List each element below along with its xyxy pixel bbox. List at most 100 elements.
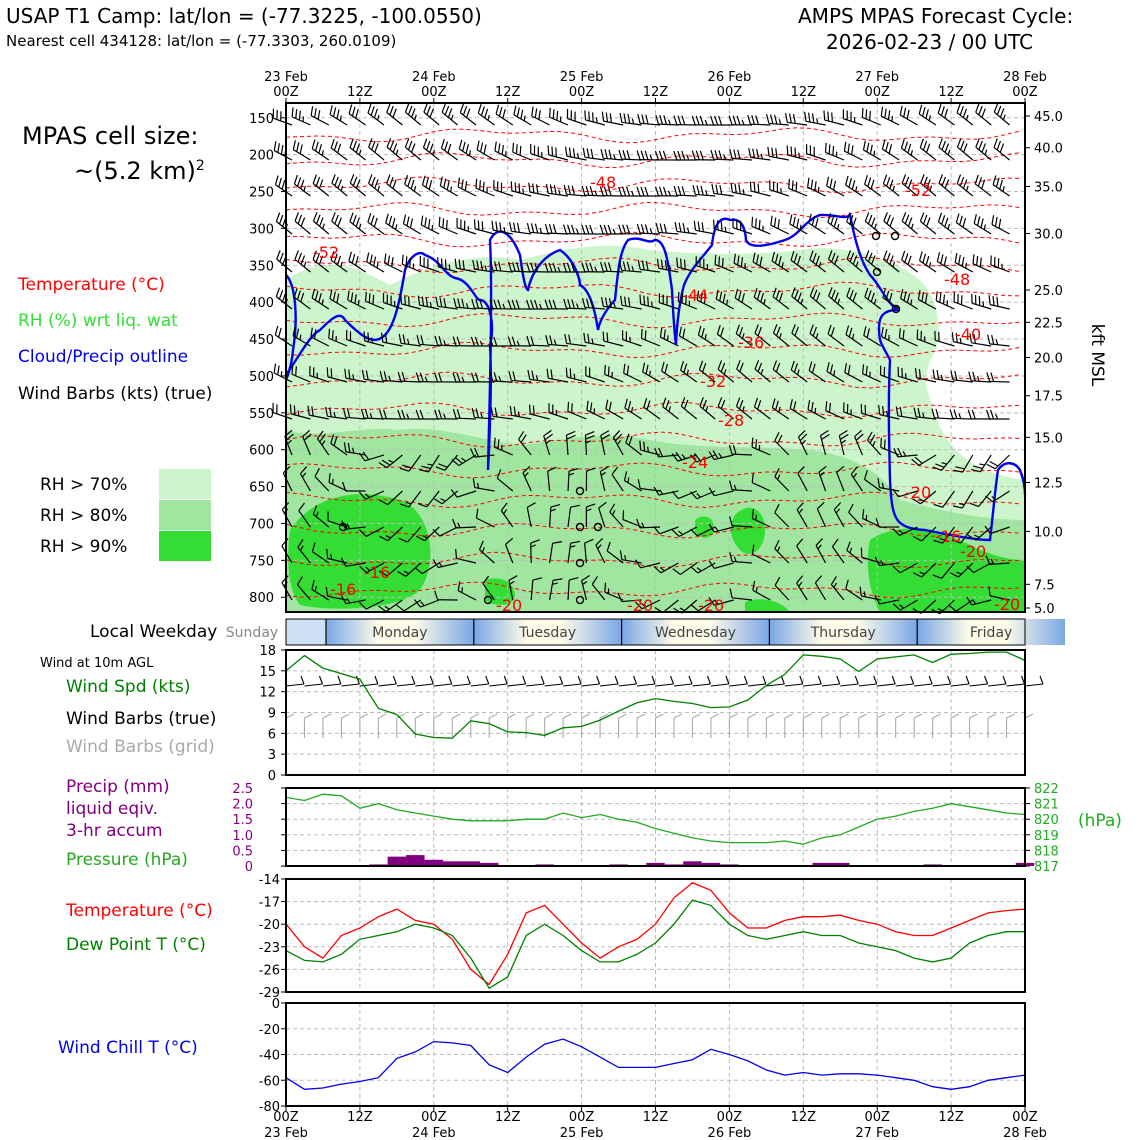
barb-staff (584, 543, 587, 564)
barb-staff (530, 413, 550, 420)
barb-flag (683, 363, 688, 373)
barb-flag (751, 473, 754, 483)
wind-barb (695, 256, 716, 273)
barb-half (384, 605, 390, 610)
barb-staff (695, 193, 716, 197)
barb-flag (402, 334, 406, 344)
barb-flag (572, 148, 576, 158)
wind-barb (440, 138, 458, 161)
barb-staff (312, 513, 330, 528)
barb-flag (942, 294, 946, 305)
weekday-label: Tuesday (518, 625, 576, 641)
barb-flag (497, 299, 502, 309)
barb-staff (901, 147, 918, 161)
barb-flag (918, 368, 921, 379)
barb-flag (717, 397, 723, 407)
barb-half (874, 223, 877, 230)
barb-flag (507, 713, 516, 719)
wind-barb (378, 562, 403, 577)
wind-barb (489, 336, 513, 347)
barb-flag (818, 465, 827, 473)
barb-staff (935, 339, 955, 347)
wind-barb (815, 538, 827, 564)
wind-barb (788, 178, 808, 197)
barb-staff (512, 151, 532, 161)
top-tick-hour: 12Z (495, 85, 521, 100)
bottom-tick-hour: 12Z (791, 1110, 817, 1125)
barb-flag (865, 365, 868, 376)
barb-flag (925, 143, 931, 153)
barb-flag (954, 370, 958, 381)
barb-half (649, 370, 651, 377)
barb-flag (866, 431, 873, 441)
barb-flag (333, 141, 338, 151)
barb-flag (651, 675, 656, 685)
barb-staff (774, 512, 790, 528)
barb-flag (293, 174, 298, 185)
pressure-tick-label: 250 (249, 186, 274, 201)
barb-flag (559, 675, 564, 685)
barb-flag (378, 409, 383, 419)
true-wind-barb (858, 675, 878, 687)
barb-flag (980, 218, 984, 228)
barb-staff (504, 544, 514, 564)
barb-staff (883, 220, 900, 235)
barb-flag (311, 288, 316, 299)
wind-barb (992, 175, 1010, 197)
barb-flag (714, 115, 719, 126)
barb-staff (492, 380, 513, 383)
barb-flag (367, 212, 372, 223)
barb-flag (415, 713, 424, 719)
barb-flag (499, 222, 502, 232)
barb-flag (791, 180, 794, 190)
barb-staff (526, 507, 532, 528)
barb-flag (718, 115, 723, 126)
barb-half (585, 440, 592, 444)
barb-half (718, 452, 723, 459)
barb-half (760, 153, 764, 160)
barb-flag (921, 291, 925, 302)
barb-half (503, 227, 506, 233)
barb-flag (599, 186, 604, 196)
barb-flag (315, 252, 320, 263)
barb-half (798, 581, 803, 587)
barb-flag (462, 141, 466, 152)
barb-half (886, 410, 889, 417)
barb-flag (914, 456, 923, 464)
barb-staff (732, 227, 753, 235)
barb-flag (941, 176, 947, 186)
barb-flag (300, 217, 306, 227)
wind-barb (913, 407, 937, 420)
wind-barb (634, 599, 661, 610)
barb-flag (379, 499, 389, 506)
barb-staff (990, 526, 1010, 535)
barb-flag (494, 261, 498, 271)
barb-staff (331, 182, 348, 197)
barb-staff (854, 436, 863, 456)
barb-flag (628, 436, 633, 446)
barb-flag (607, 224, 612, 235)
barb-flag (722, 293, 726, 304)
wind-barb (526, 299, 550, 310)
barb-flag (550, 369, 553, 380)
barb-half (781, 262, 784, 268)
barb-flag (740, 257, 744, 267)
barb-flag (928, 675, 933, 685)
wind-barb (311, 288, 330, 310)
barb-staff (621, 158, 642, 161)
wind-barb (898, 328, 918, 347)
barb-half (322, 223, 325, 230)
barb-flag (861, 364, 865, 374)
barb-flag (977, 177, 983, 187)
rh80-region (286, 428, 1025, 612)
barb-staff (459, 112, 477, 126)
barb-half (385, 535, 391, 539)
barb-staff (382, 341, 403, 347)
barb-flag (751, 115, 755, 125)
barb-flag (411, 675, 416, 685)
barb-flag (548, 223, 553, 234)
barb-staff (621, 269, 642, 273)
barb-flag (797, 292, 802, 302)
barb-half (659, 567, 665, 572)
barb-staff (366, 526, 385, 537)
